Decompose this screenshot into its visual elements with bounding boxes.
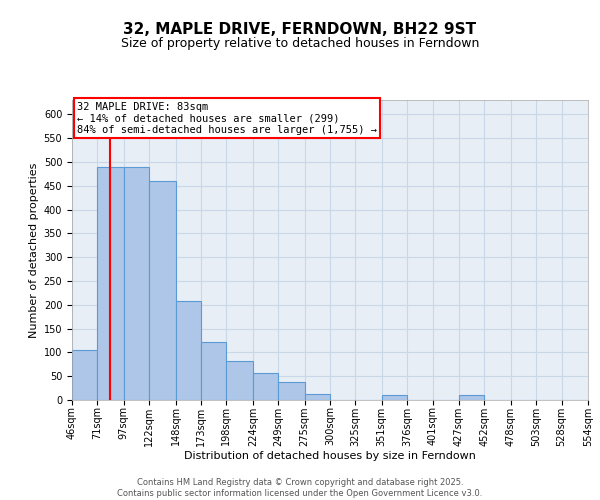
Text: Contains HM Land Registry data © Crown copyright and database right 2025.
Contai: Contains HM Land Registry data © Crown c… bbox=[118, 478, 482, 498]
Bar bbox=[176, 302, 201, 400]
Bar bbox=[382, 395, 407, 400]
Bar bbox=[72, 350, 97, 400]
Bar bbox=[201, 342, 226, 400]
Text: Size of property relative to detached houses in Ferndown: Size of property relative to detached ho… bbox=[121, 38, 479, 51]
Y-axis label: Number of detached properties: Number of detached properties bbox=[29, 162, 40, 338]
Text: 32, MAPLE DRIVE, FERNDOWN, BH22 9ST: 32, MAPLE DRIVE, FERNDOWN, BH22 9ST bbox=[124, 22, 476, 38]
Bar bbox=[278, 382, 305, 400]
Text: 32 MAPLE DRIVE: 83sqm
← 14% of detached houses are smaller (299)
84% of semi-det: 32 MAPLE DRIVE: 83sqm ← 14% of detached … bbox=[77, 102, 377, 134]
Bar bbox=[97, 166, 124, 400]
Bar bbox=[149, 181, 176, 400]
Bar bbox=[459, 395, 484, 400]
Bar bbox=[226, 361, 253, 400]
X-axis label: Distribution of detached houses by size in Ferndown: Distribution of detached houses by size … bbox=[184, 452, 476, 462]
Bar bbox=[124, 166, 149, 400]
Bar bbox=[305, 394, 330, 400]
Bar bbox=[253, 373, 278, 400]
